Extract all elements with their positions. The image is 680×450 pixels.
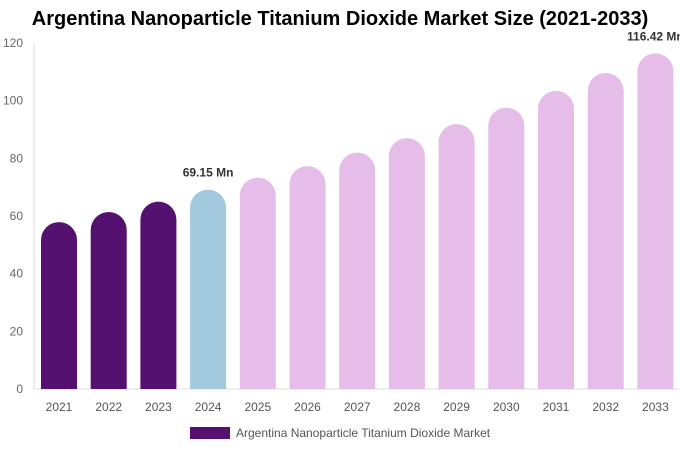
- x-tick-label: 2031: [543, 400, 570, 414]
- x-tick-label: 2024: [195, 400, 222, 414]
- y-tick-label: 80: [10, 151, 24, 165]
- x-tick-label: 2033: [642, 400, 669, 414]
- bar-2023: [140, 201, 177, 389]
- x-tick-label: 2021: [46, 400, 73, 414]
- legend-label: Argentina Nanoparticle Titanium Dioxide …: [236, 426, 491, 440]
- x-tick-label: 2026: [294, 400, 321, 414]
- legend: Argentina Nanoparticle Titanium Dioxide …: [190, 426, 490, 440]
- y-tick-label: 100: [3, 94, 23, 108]
- bar-2027: [339, 152, 376, 389]
- x-tick-label: 2027: [344, 400, 371, 414]
- y-tick-label: 40: [10, 267, 24, 281]
- data-label: 116.42 Mn: [627, 29, 680, 43]
- bar-2028: [388, 138, 425, 389]
- bar-2021: [41, 222, 77, 389]
- bar-2022: [90, 211, 127, 389]
- bar-2031: [538, 90, 574, 389]
- x-tick-label: 2028: [394, 400, 421, 414]
- y-tick-label: 20: [10, 324, 24, 338]
- x-tick-label: 2022: [95, 400, 122, 414]
- x-tick-label: 2032: [592, 400, 619, 414]
- y-tick-label: 120: [3, 36, 23, 50]
- legend-swatch: [190, 427, 230, 439]
- y-tick-label: 60: [10, 209, 24, 223]
- x-tick-label: 2029: [443, 400, 470, 414]
- bar-2032: [587, 72, 624, 389]
- y-tick-label: 0: [16, 382, 23, 396]
- x-tick-label: 2023: [145, 400, 172, 414]
- bar-2026: [289, 166, 326, 389]
- bar-2024: [190, 189, 227, 389]
- bar-2030: [488, 107, 525, 389]
- bar-2025: [239, 177, 276, 389]
- chart-title: Argentina Nanoparticle Titanium Dioxide …: [31, 8, 649, 30]
- x-tick-label: 2030: [493, 400, 520, 414]
- bar-2029: [438, 124, 475, 389]
- x-tick-label: 2025: [244, 400, 271, 414]
- bar-2033: [637, 53, 674, 390]
- data-label: 69.15 Mn: [183, 166, 234, 180]
